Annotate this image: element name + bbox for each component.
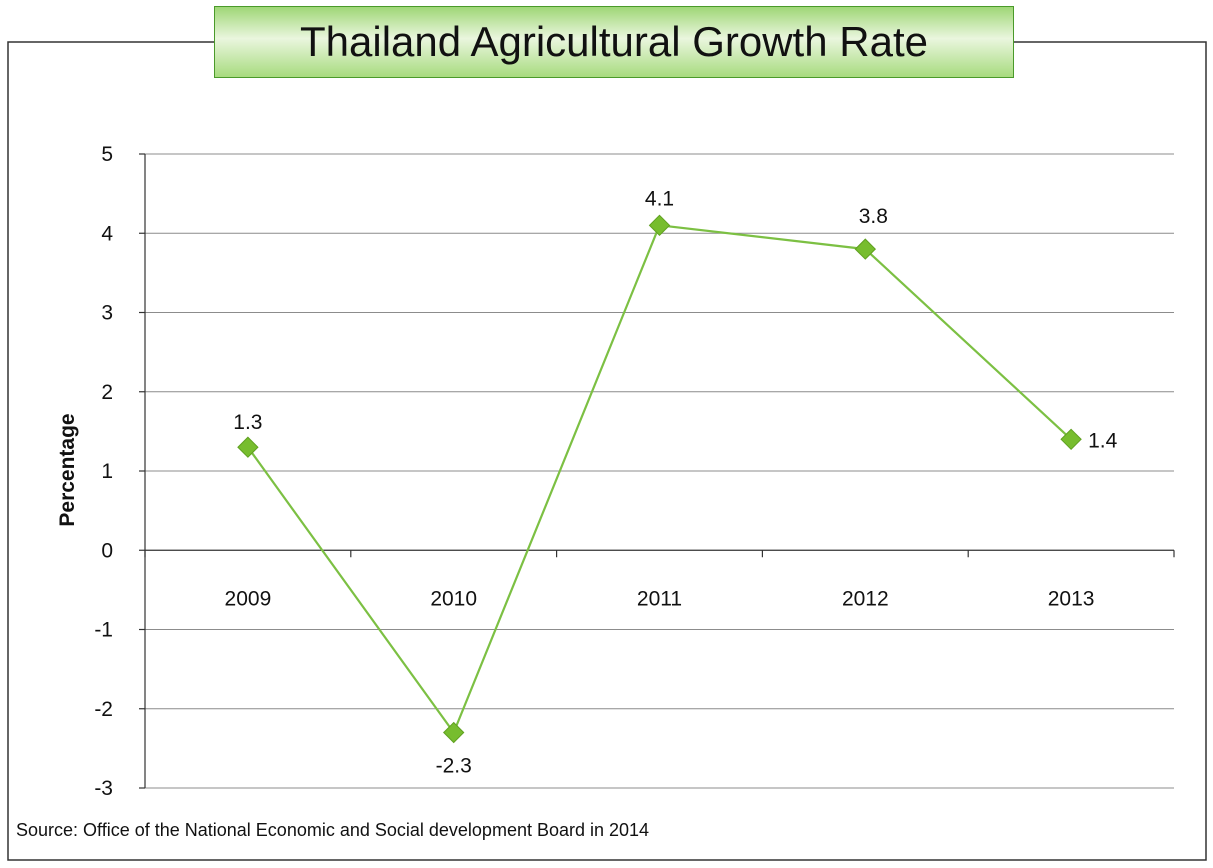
- chart-title: Thailand Agricultural Growth Rate: [300, 18, 928, 65]
- y-axis-title: Percentage: [56, 413, 79, 526]
- y-tick-label: -2: [94, 698, 113, 721]
- data-label: 1.3: [233, 411, 262, 434]
- chart-title-box: Thailand Agricultural Growth Rate: [214, 6, 1014, 78]
- axes: [139, 153, 1175, 789]
- x-tick-label: 2010: [430, 587, 477, 610]
- x-tick-label: 2012: [842, 587, 889, 610]
- y-tick-label: -1: [94, 619, 113, 642]
- data-markers: [237, 214, 1082, 744]
- series-line-group: [247, 224, 1072, 735]
- x-tick-label: 2011: [637, 587, 682, 610]
- data-marker-diamond: [648, 214, 671, 237]
- y-tick-label: 5: [101, 143, 113, 166]
- y-tick-label: 2: [101, 381, 113, 404]
- frame-border-line: [7, 41, 1207, 861]
- data-label: 4.1: [645, 187, 674, 210]
- data-marker-diamond: [442, 721, 465, 744]
- data-label: -2.3: [436, 755, 472, 778]
- data-marker-diamond: [1060, 428, 1082, 451]
- data-labels: 1.3 -2.3 4.1 3.8 1.4: [233, 187, 1117, 777]
- y-tick-label: -3: [94, 777, 113, 800]
- frame-border: [7, 41, 1207, 861]
- data-marker-diamond: [237, 436, 259, 458]
- source-note: Source: Office of the National Economic …: [16, 820, 650, 840]
- data-label: 1.4: [1088, 429, 1118, 452]
- series-line: [247, 224, 1072, 735]
- x-tick-label: 2013: [1048, 587, 1095, 610]
- data-marker-diamond: [854, 238, 877, 260]
- x-tick-labels: 2009 2010 2011 2012 2013: [225, 587, 1095, 610]
- y-tick-label: 1: [101, 460, 113, 483]
- y-tick-label: 0: [101, 539, 113, 562]
- gridlines: [145, 153, 1174, 789]
- y-tick-label: 4: [101, 222, 113, 245]
- data-label: 3.8: [859, 205, 888, 228]
- x-tick-label: 2009: [225, 587, 272, 610]
- y-tick-labels: -3 -2 -1 0 1 2 3 4 5: [94, 143, 113, 800]
- y-tick-label: 3: [101, 302, 113, 325]
